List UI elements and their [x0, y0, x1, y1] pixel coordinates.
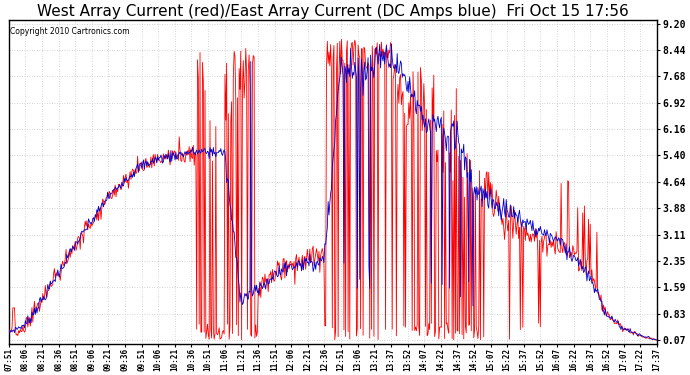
Text: Copyright 2010 Cartronics.com: Copyright 2010 Cartronics.com [10, 27, 130, 36]
Title: West Array Current (red)/East Array Current (DC Amps blue)  Fri Oct 15 17:56: West Array Current (red)/East Array Curr… [37, 4, 629, 19]
